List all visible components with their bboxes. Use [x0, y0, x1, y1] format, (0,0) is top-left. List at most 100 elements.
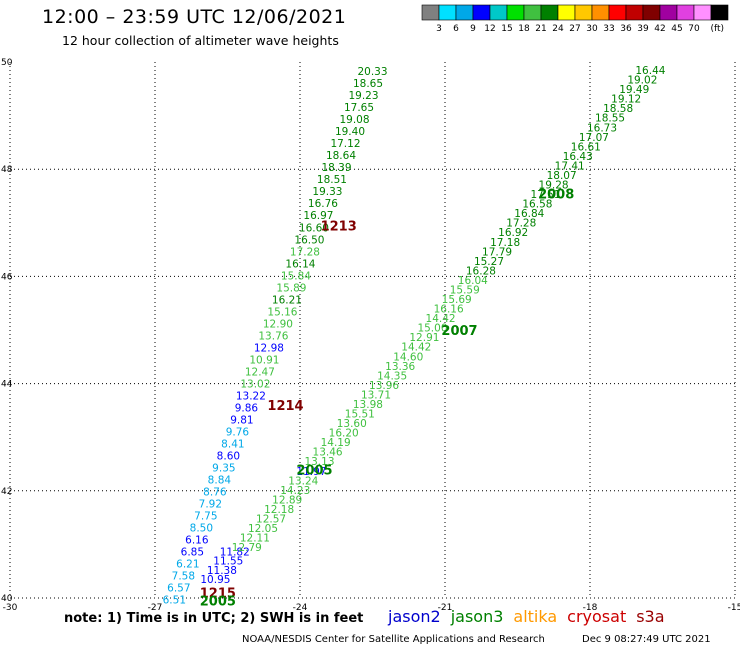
- swh-value: 18.07: [547, 170, 577, 182]
- swh-value: 16.84: [514, 208, 544, 220]
- swh-value: 12.47: [245, 366, 275, 378]
- legend-unit: (ft): [710, 24, 724, 34]
- legend-swatch: [591, 4, 610, 21]
- swh-value: 11.82: [220, 546, 250, 558]
- track-id-label: 1214: [267, 399, 303, 414]
- track-id-label: 1213: [321, 219, 357, 234]
- swh-value: 19.08: [339, 114, 369, 126]
- swh-value: 7.58: [172, 571, 195, 583]
- swh-value: 18.51: [317, 174, 347, 186]
- swh-value: 19.12: [611, 94, 641, 106]
- swh-value: 16.44: [635, 65, 665, 77]
- swh-value: 12.05: [248, 523, 278, 535]
- swh-value: 12.11: [240, 533, 270, 545]
- x-tick-label: -21: [438, 603, 453, 613]
- swh-value: 6.57: [167, 583, 190, 595]
- legend-swatch: [710, 4, 729, 21]
- satellite-altika: altika: [513, 607, 558, 626]
- swh-value: 18.65: [353, 78, 383, 90]
- swh-value: 13.76: [258, 330, 288, 342]
- swh-value: 16.43: [563, 151, 593, 163]
- swh-value: 19.33: [312, 186, 342, 198]
- track-id-label: 2005: [200, 595, 236, 610]
- legend-swatch: [574, 4, 593, 21]
- swh-value: 9.86: [235, 402, 259, 414]
- footer-timestamp: Dec 9 08:27:49 UTC 2021: [582, 634, 711, 645]
- satellite-s3a: s3a: [636, 607, 665, 626]
- legend-swatch: [489, 4, 508, 21]
- legend-swatch: [625, 4, 644, 21]
- legend-swatch: [421, 4, 440, 21]
- legend-swatch: [676, 4, 695, 21]
- swh-value: 13.24: [288, 475, 318, 487]
- swh-value: 17.12: [330, 138, 360, 150]
- swh-value: 13.02: [240, 378, 270, 390]
- swh-value: 14.42: [426, 313, 456, 325]
- swh-value: 15.84: [281, 270, 311, 282]
- swh-value: 20.33: [357, 66, 387, 78]
- swh-value: 16.97: [303, 210, 333, 222]
- legend-label: 24: [552, 24, 564, 34]
- swh-value: 12.91: [409, 332, 439, 344]
- swh-value: 13.98: [353, 399, 383, 411]
- legend-label: 18: [518, 24, 530, 34]
- x-tick-label: -24: [293, 603, 308, 613]
- swh-value: 6.21: [176, 559, 199, 571]
- swh-value: 17.07: [579, 132, 609, 144]
- map-subtitle: 12 hour collection of altimeter wave hei…: [62, 33, 339, 48]
- swh-value: 12.57: [256, 513, 286, 525]
- legend-swatch: [693, 4, 712, 21]
- y-tick-label: 42: [1, 487, 12, 497]
- legend-label: 70: [688, 24, 700, 34]
- satellite-jason2: jason2: [388, 607, 441, 626]
- footer-credit: NOAA/NESDIS Center for Satellite Applica…: [242, 634, 545, 645]
- swh-value: 15.59: [450, 284, 480, 296]
- y-tick-label: 50: [1, 58, 13, 68]
- swh-value: 13.60: [337, 418, 367, 430]
- color-legend: 3 6 9 12 15 18 21 24 27 30 33 36 39 42 45 70 (ft): [421, 4, 729, 34]
- legend-label: 33: [603, 24, 614, 34]
- swh-value: 15.27: [474, 256, 504, 268]
- swh-value: 12.79: [232, 542, 262, 554]
- swh-value: 11.55: [213, 556, 243, 568]
- legend-swatch: [472, 4, 491, 21]
- swh-value: 18.39: [321, 162, 351, 174]
- swh-value: 11.38: [207, 565, 237, 577]
- y-tick-label: 44: [1, 380, 13, 390]
- swh-value: 11.97: [296, 466, 326, 478]
- swh-value: 12.89: [272, 494, 302, 506]
- swh-value: 8.41: [221, 438, 244, 450]
- swh-value: 16.04: [458, 275, 488, 287]
- swh-value: 13.13: [304, 456, 334, 468]
- swh-value: 14.19: [321, 437, 351, 449]
- legend-label: 9: [470, 24, 476, 34]
- lat-lon-grid: [9, 62, 736, 599]
- swh-value: 16.61: [571, 141, 601, 153]
- track-id-label: 2007: [441, 324, 477, 339]
- legend-label: 15: [501, 24, 512, 34]
- legend-label: 45: [671, 24, 682, 34]
- legend-swatch: [557, 4, 576, 21]
- satellite-cryosat: cryosat: [567, 607, 627, 626]
- swh-value: 19.40: [335, 126, 365, 138]
- swh-value: 8.84: [208, 474, 232, 486]
- swh-value: 12.98: [254, 342, 284, 354]
- swh-value: 12.18: [264, 504, 294, 516]
- swh-value: 16.92: [498, 227, 528, 239]
- legend-swatch: [659, 4, 678, 21]
- swh-value: 16.60: [299, 222, 329, 234]
- swh-value: 13.36: [385, 361, 415, 373]
- swh-value: 13.71: [361, 389, 391, 401]
- swh-value: 16.50: [294, 234, 324, 246]
- swh-value: 17.79: [482, 246, 512, 258]
- legend-label: 39: [637, 24, 649, 34]
- swh-value: 6.85: [181, 547, 204, 559]
- legend-label: 27: [569, 24, 580, 34]
- swh-value: 13.22: [236, 390, 266, 402]
- swh-value: 14.23: [280, 485, 310, 497]
- x-tick-label: -18: [583, 603, 598, 613]
- swh-value: 10.91: [249, 354, 279, 366]
- track-a-values: 20.3318.6519.2317.6519.0819.4017.1218.64…: [163, 66, 388, 606]
